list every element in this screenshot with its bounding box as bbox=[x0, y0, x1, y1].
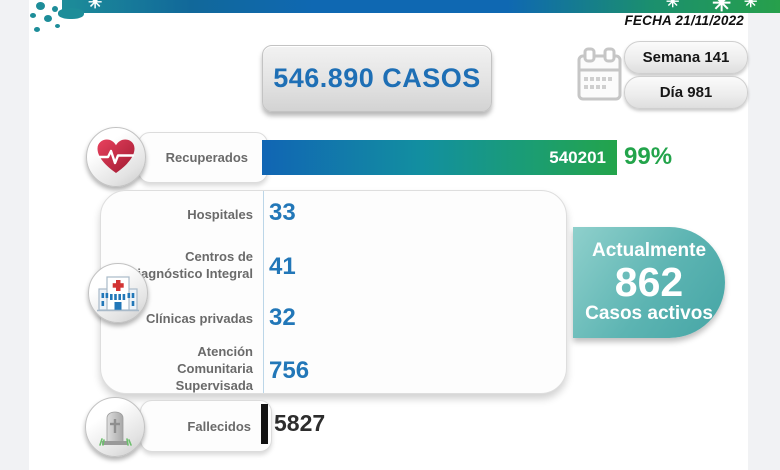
breakdown-label: Centros de Diagnóstico Integral bbox=[128, 249, 253, 281]
page-left-margin bbox=[0, 0, 29, 470]
virus-icon: ✳ bbox=[666, 0, 680, 11]
splash-dot bbox=[34, 27, 40, 32]
breakdown-label: Clínicas privadas bbox=[146, 311, 253, 326]
deaths-label-box: Fallecidos bbox=[140, 400, 272, 452]
splash-dot bbox=[55, 24, 60, 28]
virus-icon: ✳ bbox=[88, 0, 103, 12]
active-cases-box: Actualmente 862 Casos activos bbox=[573, 227, 725, 338]
day-badge-label: Día 981 bbox=[659, 84, 713, 101]
breakdown-label: Atención Comunitaria Supervisada bbox=[175, 344, 253, 393]
breakdown-value: 41 bbox=[269, 253, 296, 280]
deaths-label: Fallecidos bbox=[187, 418, 251, 434]
tombstone-badge bbox=[85, 397, 145, 457]
week-badge: Semana 141 bbox=[624, 41, 748, 74]
tombstone-icon bbox=[99, 411, 132, 446]
week-badge-label: Semana 141 bbox=[642, 49, 730, 66]
active-cases-value: 862 bbox=[614, 259, 684, 305]
splash-dot bbox=[30, 13, 36, 18]
recovered-percent: 99% bbox=[624, 143, 673, 170]
recovered-value: 540201 bbox=[549, 147, 606, 167]
active-cases-label: Casos activos bbox=[585, 303, 713, 324]
breakdown-value: 33 bbox=[269, 199, 296, 226]
recovered-progress-bar: 540201 bbox=[262, 140, 617, 175]
hospital-badge bbox=[88, 263, 148, 323]
recovered-label-box: Recuperados bbox=[138, 132, 268, 183]
breakdown-divider bbox=[263, 191, 264, 393]
splash-dot bbox=[36, 2, 45, 10]
day-badge: Día 981 bbox=[624, 76, 748, 109]
breakdown-value: 756 bbox=[269, 357, 310, 384]
virus-icon: ✳ bbox=[712, 0, 732, 16]
deaths-value: 5827 bbox=[274, 410, 326, 436]
page-right-margin bbox=[748, 0, 780, 470]
calendar-icon bbox=[576, 46, 623, 109]
recovered-label: Recuperados bbox=[165, 150, 248, 165]
total-cases-box: 546.890 CASOS bbox=[262, 45, 492, 112]
splash-dot bbox=[44, 15, 52, 22]
active-cases-caption: Actualmente bbox=[591, 240, 707, 261]
splash-blob bbox=[58, 8, 84, 19]
active-breakdown-box: Hospitales 33 Centros de Diagnóstico Int… bbox=[100, 190, 567, 394]
breakdown-label: Hospitales bbox=[187, 207, 253, 222]
fecha-label: FECHA 21/11/2022 bbox=[624, 13, 744, 28]
heart-badge bbox=[86, 127, 146, 187]
heart-ecg-icon bbox=[97, 139, 135, 173]
deaths-bar bbox=[261, 404, 268, 444]
virus-icon: ✳ bbox=[744, 0, 758, 11]
breakdown-value: 32 bbox=[269, 304, 296, 331]
splash-dot bbox=[52, 6, 58, 12]
hospital-icon bbox=[97, 276, 139, 312]
top-gradient-bar bbox=[62, 0, 780, 13]
total-cases-value: 546.890 CASOS bbox=[273, 63, 481, 93]
